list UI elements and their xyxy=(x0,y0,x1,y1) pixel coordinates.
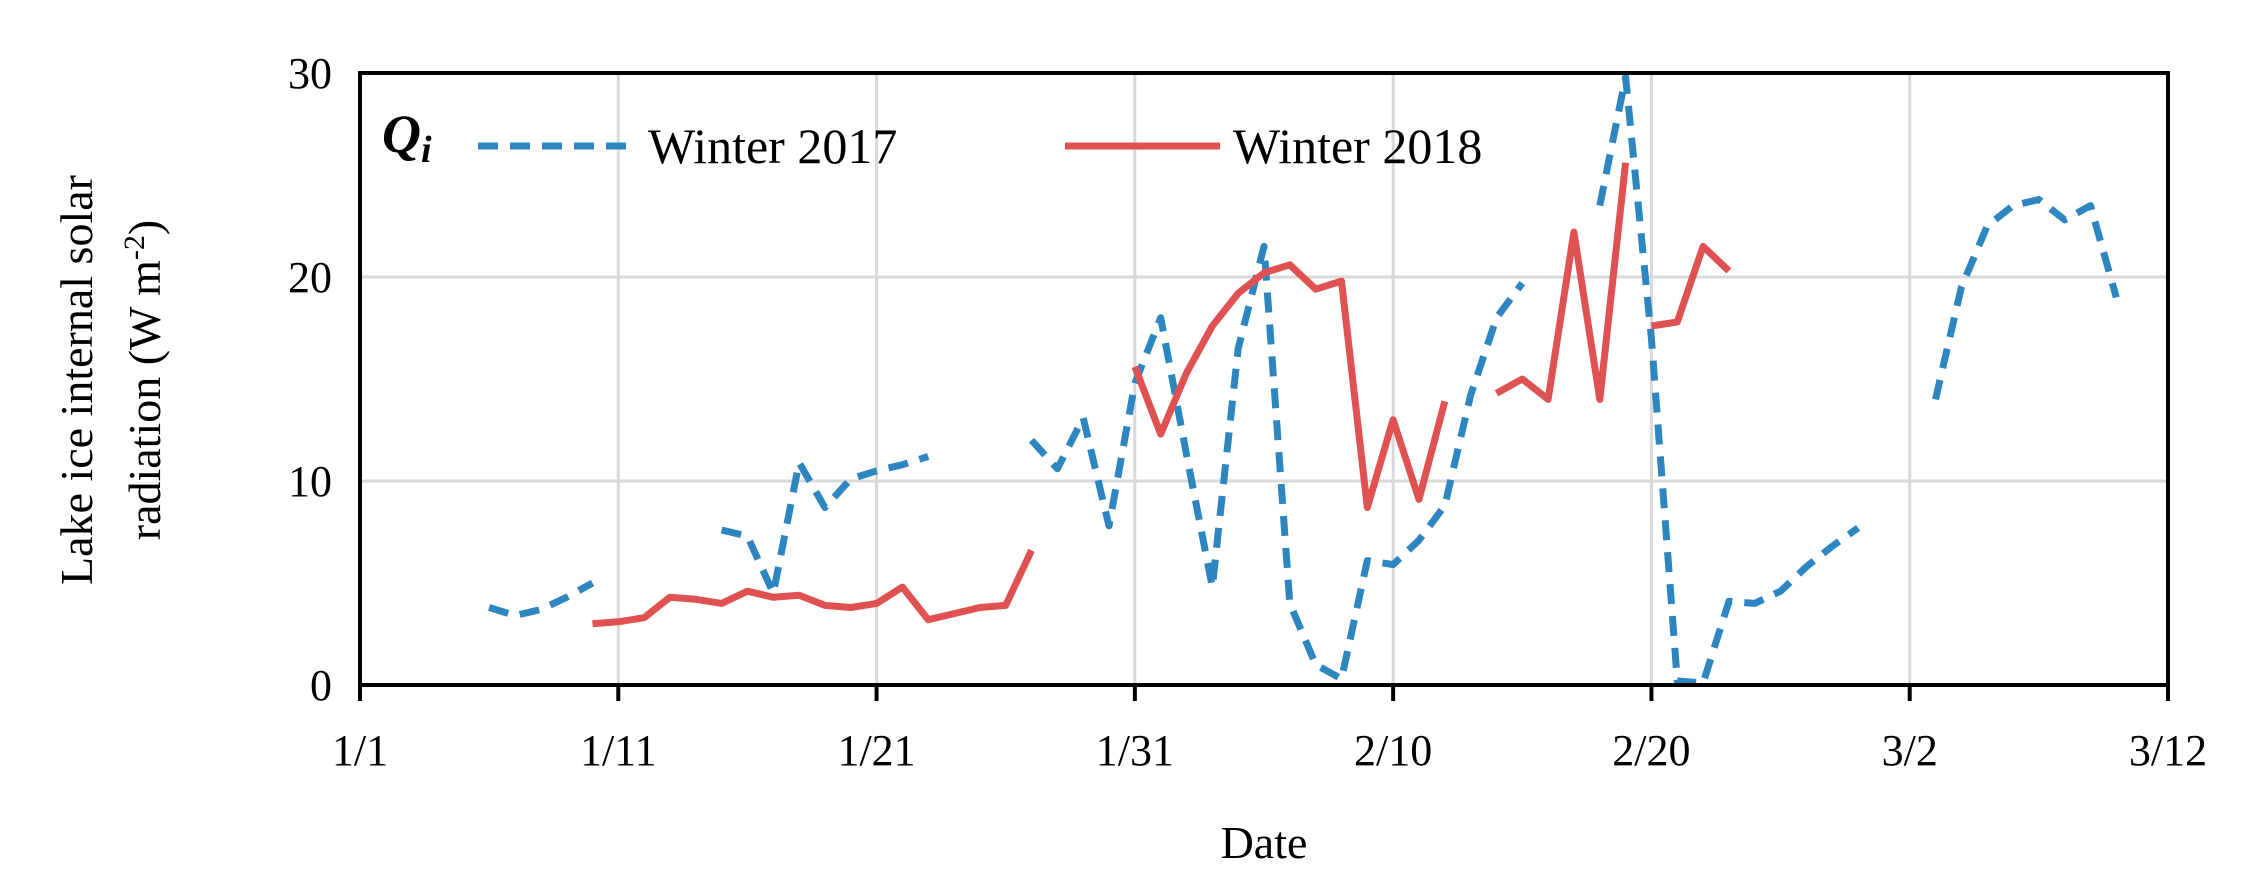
y-tick-label: 0 xyxy=(310,661,332,710)
series-line-winter-2017-segment-3 xyxy=(1028,242,1526,683)
y-tick-label: 30 xyxy=(288,49,332,98)
x-tick-label: 1/1 xyxy=(332,726,388,775)
x-tick-label: 3/2 xyxy=(1882,726,1938,775)
y-axis-title-line1: Lake ice internal solar xyxy=(51,175,102,585)
panel-label-subscript: i xyxy=(421,129,432,171)
legend-label-winter-2017: Winter 2017 xyxy=(648,118,897,174)
series-line-winter-2018-segment-2 xyxy=(1131,261,1449,511)
y-tick-label: 10 xyxy=(288,457,332,506)
ticks: 1/1 1/11 1/21 1/31 2/10 2/20 3/2 3/12 0 10 20 30 xyxy=(288,49,2207,775)
x-axis-title: Date xyxy=(1221,817,1308,868)
x-tick-label: 1/11 xyxy=(580,726,657,775)
series-layer xyxy=(488,73,2120,687)
plot-frame xyxy=(358,71,2170,687)
x-tick-label: 1/21 xyxy=(837,726,915,775)
series-line-winter-2017-segment-4 xyxy=(1596,73,1861,687)
x-tick-label: 3/12 xyxy=(2129,726,2207,775)
series-line-winter-2017-segment-5 xyxy=(1932,196,2120,401)
y-axis-title: Lake ice internal solar radiation (W m-2… xyxy=(51,175,170,585)
series-line-winter-2017-segment-2 xyxy=(720,453,930,597)
x-tick-label: 2/10 xyxy=(1354,726,1432,775)
legend: Qi Winter 2017 Winter 2018 xyxy=(382,104,1482,174)
y-tick-label: 20 xyxy=(288,253,332,302)
series-line-winter-2018-segment-4 xyxy=(1650,242,1732,330)
series-line-winter-2017-segment-1 xyxy=(488,579,595,620)
legend-label-winter-2018: Winter 2018 xyxy=(1233,118,1482,174)
y-axis-title-line2: radiation (W m-2) xyxy=(118,220,170,541)
x-tick-label: 1/31 xyxy=(1096,726,1174,775)
x-tick-label: 2/20 xyxy=(1612,726,1690,775)
series-line-winter-2018-segment-3 xyxy=(1494,162,1630,403)
panel-label: Qi xyxy=(382,104,432,171)
series-line-winter-2018-segment-1 xyxy=(592,548,1035,628)
